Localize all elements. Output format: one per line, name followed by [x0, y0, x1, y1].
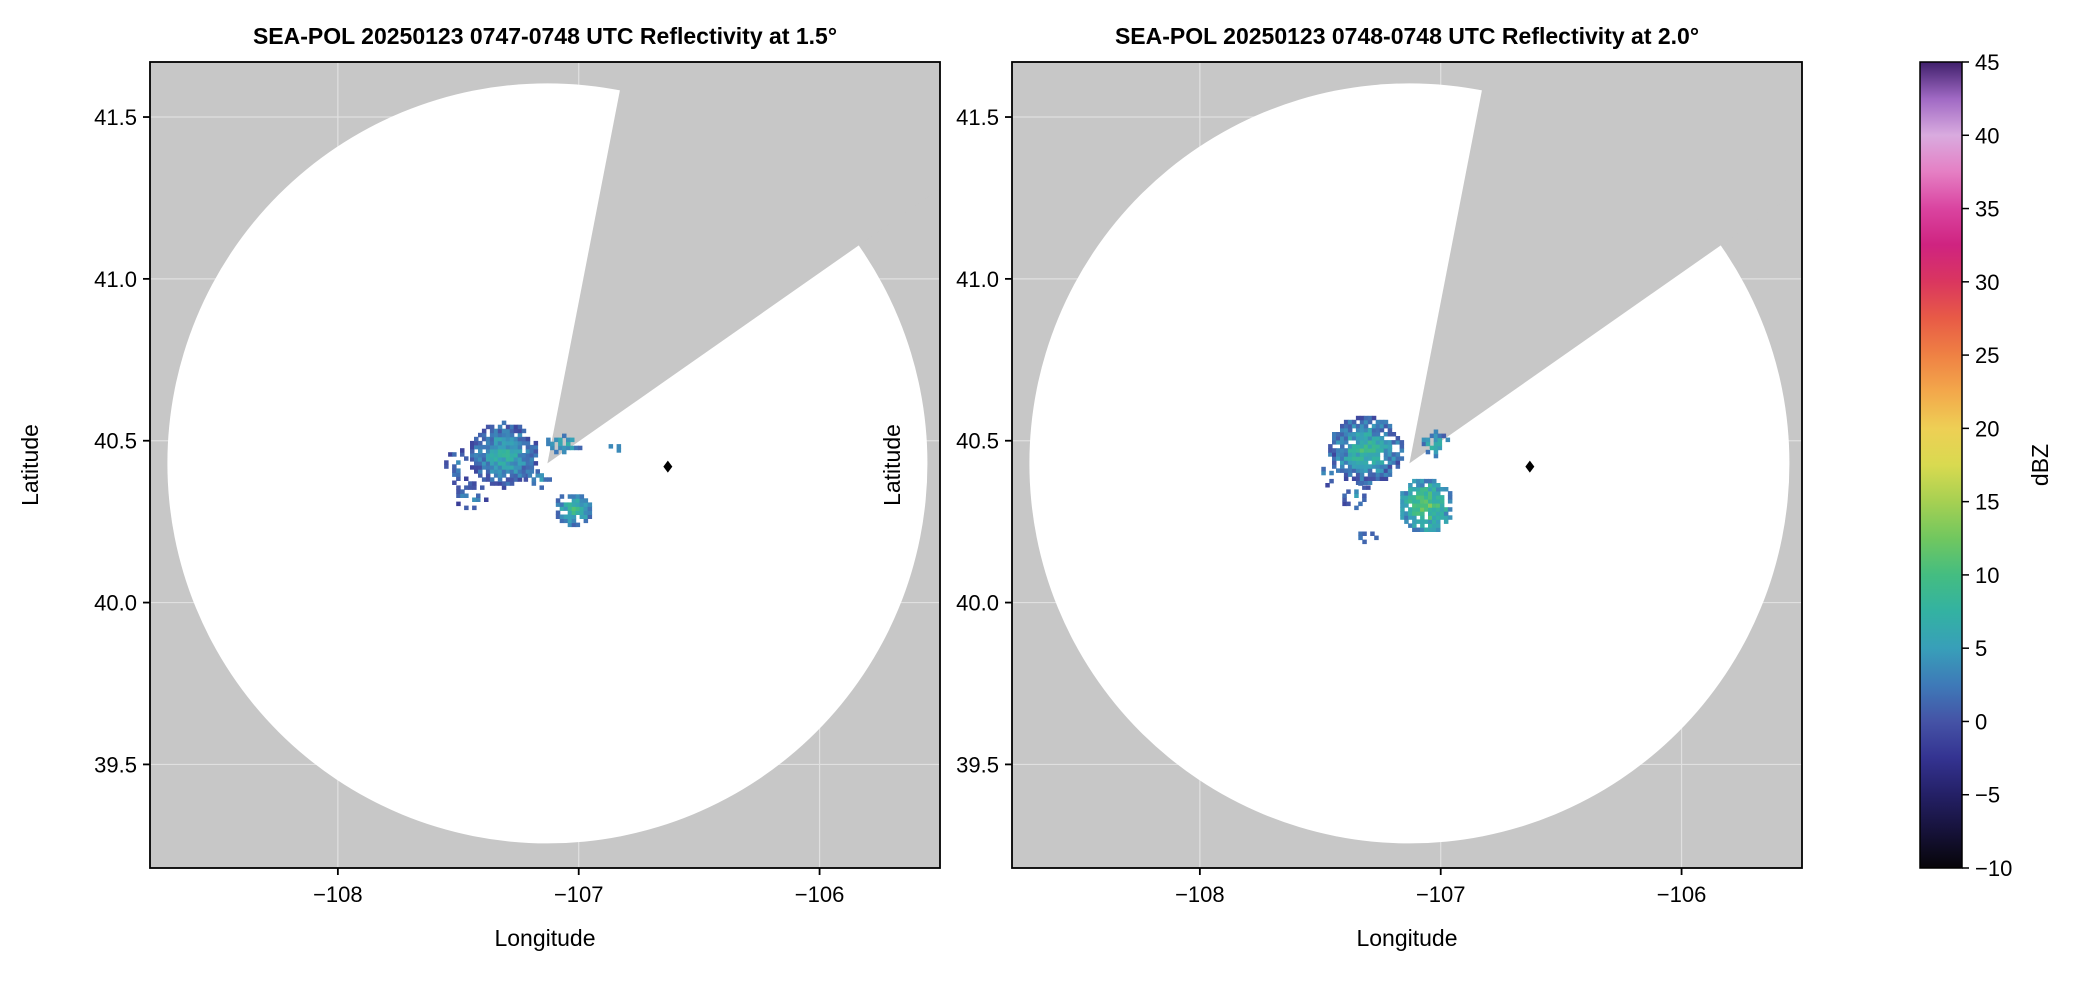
x-tick-label: −107: [554, 882, 604, 907]
colorbar-border: [1919, 61, 1963, 869]
colorbar-tick-label: 30: [1975, 270, 1999, 295]
panel-title-1: SEA-POL 20250123 0747-0748 UTC Reflectiv…: [253, 23, 837, 49]
site-marker-diamond: [663, 460, 673, 473]
x-tick-label: −108: [1175, 882, 1225, 907]
y-tick-label: 40.5: [956, 429, 999, 454]
y-tick-label: 39.5: [94, 752, 137, 777]
x-tick-label: −106: [795, 882, 845, 907]
radar-panel-2: [1012, 62, 1802, 868]
y-tick-label: 40.0: [94, 591, 137, 616]
colorbar: 45 40 35 30 25 20 15 10 5 0 −5 −10 dBZ: [1919, 50, 2053, 881]
y-tick-label: 41.5: [956, 105, 999, 130]
colorbar-tick-label: −5: [1975, 783, 2000, 808]
y-tick-label: 40.0: [956, 591, 999, 616]
colorbar-tick-label: 10: [1975, 563, 1999, 588]
colorbar-tick-label: 40: [1975, 123, 1999, 148]
y-axis-label: Latitude: [17, 424, 43, 506]
blocked-sector-wedge: [1409, 62, 1802, 464]
y-tick-label: 41.0: [956, 267, 999, 292]
y-tick-label: 39.5: [956, 752, 999, 777]
x-tick-label: −108: [313, 882, 363, 907]
x-tick-label: −106: [1657, 882, 1707, 907]
colorbar-tick-label: 0: [1975, 709, 1987, 734]
y-tick-label: 40.5: [94, 429, 137, 454]
colorbar-tick-label: 20: [1975, 416, 1999, 441]
panel-axes-2: −108 −107 −106 41.5 41.0 40.5 40.0 39.5 SEA-POL …: [879, 23, 1803, 951]
x-axis-label: Longitude: [494, 925, 595, 951]
blocked-sector-wedge: [547, 62, 940, 464]
colorbar-gradient: [1920, 62, 1962, 868]
echo-cells: [1321, 415, 1453, 545]
colorbar-tick-label: 25: [1975, 343, 1999, 368]
y-tick-label: 41.5: [94, 105, 137, 130]
radar-panel-1: [150, 62, 940, 868]
x-axis-label: Longitude: [1356, 925, 1457, 951]
plot-border: [149, 61, 941, 869]
x-tick-label: −107: [1416, 882, 1466, 907]
y-tick-label: 41.0: [94, 267, 137, 292]
site-marker-diamond: [1525, 460, 1535, 473]
panel-title-2: SEA-POL 20250123 0748-0748 UTC Reflectiv…: [1115, 23, 1699, 49]
y-axis-label: Latitude: [879, 424, 905, 506]
colorbar-tick-label: −10: [1975, 856, 2012, 881]
plot-border: [1011, 61, 1803, 869]
echo-cells: [444, 420, 622, 528]
colorbar-tick-label: 35: [1975, 197, 1999, 222]
colorbar-tick-label: 15: [1975, 490, 1999, 515]
colorbar-tick-label: 45: [1975, 50, 1999, 75]
colorbar-tick-label: 5: [1975, 636, 1987, 661]
colorbar-label: dBZ: [2027, 444, 2053, 486]
panel-axes-1: −108 −107 −106 41.5 41.0 40.5 40.0 39.5 SEA-POL …: [17, 23, 941, 951]
